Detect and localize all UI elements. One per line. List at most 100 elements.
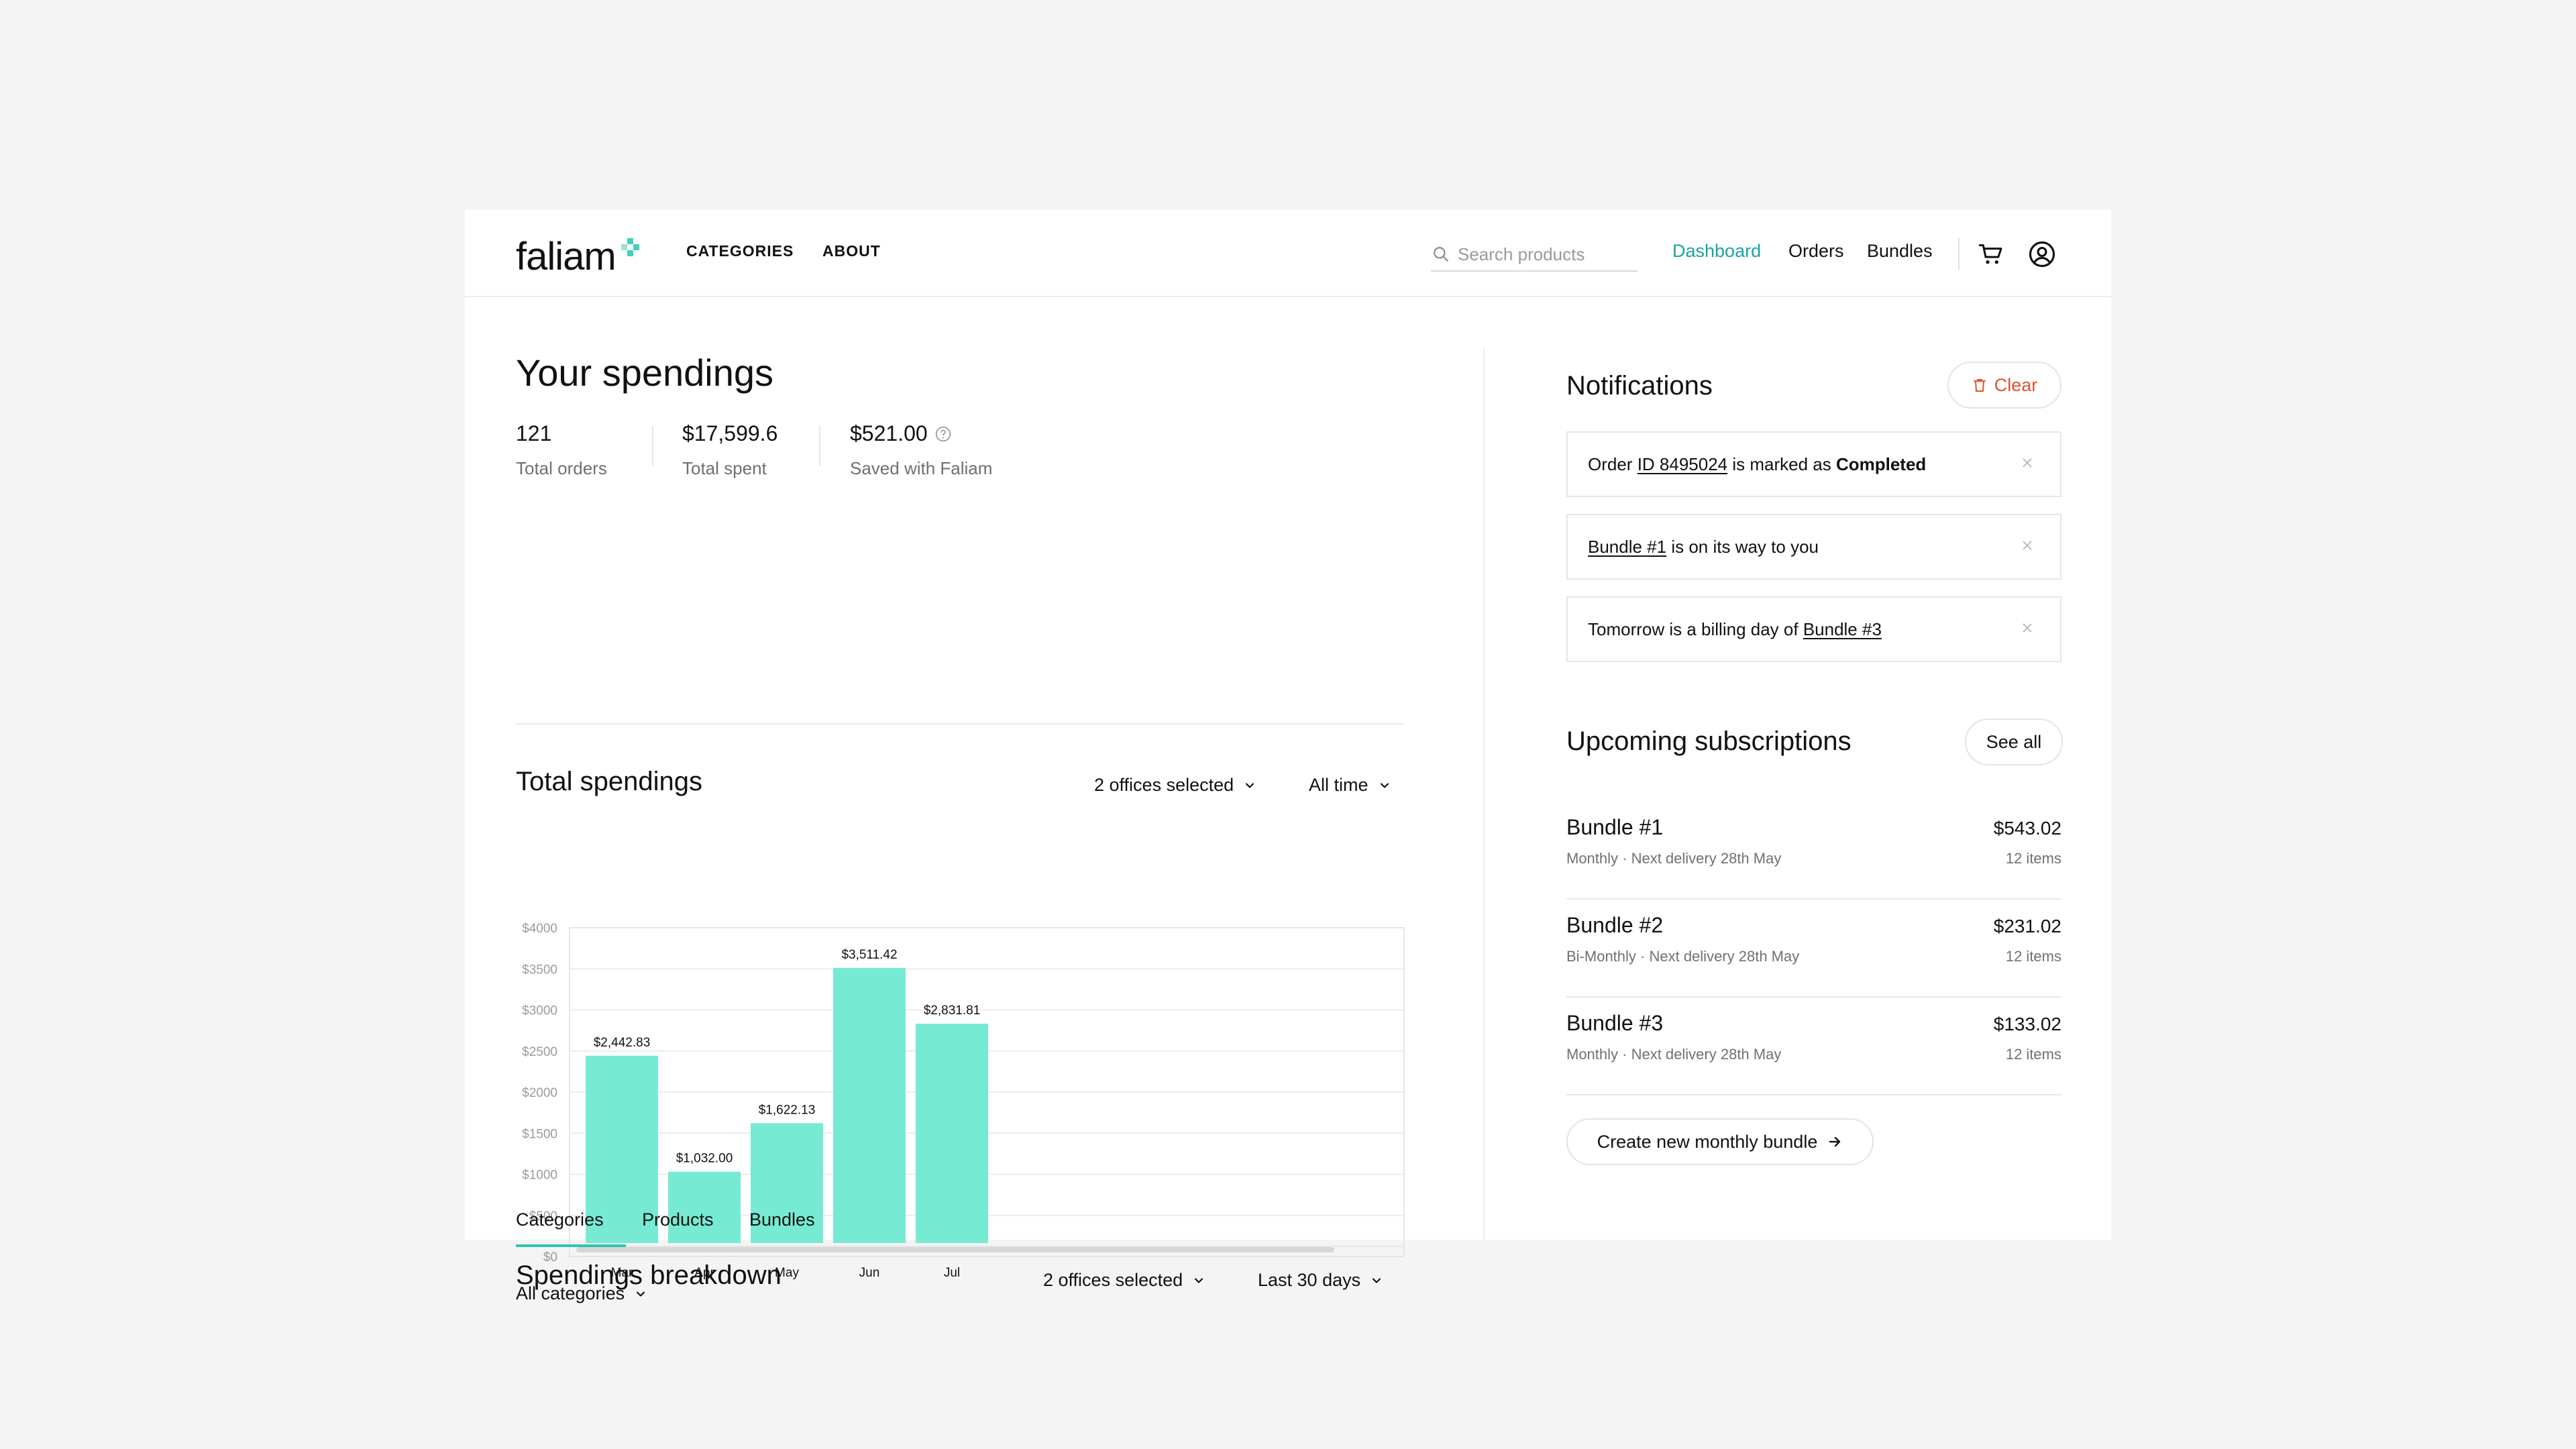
bar[interactable] (916, 1024, 988, 1243)
arrow-right-icon (1829, 1136, 1841, 1147)
bar-value-label: $2,831.81 (924, 1004, 981, 1018)
see-all-button[interactable]: See all (1965, 718, 2063, 765)
stat-saved: $521.00 Saved with Faliam (850, 421, 992, 479)
brand-logo[interactable]: faliam (516, 234, 641, 279)
notification-text: Tomorrow is a billing day of Bundle #3 (1588, 619, 1882, 640)
nav-orders[interactable]: Orders (1788, 241, 1844, 261)
notification-text-mid: is on its way to you (1666, 536, 1819, 557)
office-filter-value: 2 offices selected (1043, 1270, 1183, 1290)
notification-item: Bundle #1 is on its way to you (1566, 514, 2061, 580)
stat-total-orders: 121 Total orders (516, 421, 607, 479)
y-tick-label: $500 (529, 1210, 557, 1224)
y-tick-label: $0 (543, 1250, 557, 1265)
x-tick-label: May (775, 1266, 799, 1280)
bar[interactable] (751, 1123, 823, 1243)
help-icon[interactable] (934, 425, 952, 443)
bar-value-label: $2,442.83 (594, 1036, 651, 1050)
bar-value-label: $1,622.13 (759, 1103, 816, 1117)
subscription-items-count: 12 items (2005, 948, 2061, 965)
notification-text: Order ID 8495024 is marked as Completed (1588, 454, 1926, 475)
active-tab-indicator (516, 1244, 626, 1247)
tab-bundles[interactable]: Bundles (749, 1210, 815, 1230)
see-all-label: See all (1986, 731, 2042, 752)
stat-label: Total spent (682, 458, 767, 478)
search-input[interactable] (1458, 244, 1625, 265)
search-icon (1434, 247, 1448, 262)
clear-label: Clear (1994, 374, 2038, 395)
stat-value: $521.00 (850, 421, 928, 445)
bar[interactable] (586, 1055, 658, 1243)
notification-item: Tomorrow is a billing day of Bundle #3 (1566, 596, 2061, 662)
notification-text-pre: Tomorrow is a billing day of (1588, 619, 1803, 639)
bar[interactable] (833, 967, 906, 1243)
chevron-down-icon (1380, 782, 1389, 788)
trash-icon (1973, 379, 1986, 392)
subscription-name: Bundle #3 (1566, 1011, 1664, 1035)
notification-text: Bundle #1 is on its way to you (1588, 537, 1819, 557)
stat-value: $17,599.6 (682, 421, 778, 445)
stat-label: Saved with Faliam (850, 458, 993, 478)
nav-dashboard[interactable]: Dashboard (1672, 241, 1762, 261)
nav-bundles[interactable]: Bundles (1867, 241, 1933, 261)
close-icon[interactable] (2020, 455, 2035, 470)
subscription-name: Bundle #1 (1566, 815, 1664, 839)
spendings-chart: $0 $500 $1000 $1500 $2000 $2500 $3000 $3500 $400… (516, 820, 1408, 1293)
y-tick-label: $3000 (522, 1004, 557, 1018)
stat-label: Total orders (516, 458, 607, 478)
order-link[interactable]: ID 8495024 (1637, 453, 1728, 474)
category-filter-dropdown[interactable]: All categories (516, 1283, 647, 1304)
create-bundle-button[interactable]: Create new monthly bundle (1566, 1118, 1874, 1165)
office-filter-dropdown[interactable]: 2 offices selected (1094, 775, 1256, 796)
category-filter-value: All categories (516, 1283, 625, 1303)
header-divider (1958, 238, 1960, 270)
bundle-link[interactable]: Bundle #1 (1588, 536, 1667, 557)
breakdown-title: Spendings breakdown (516, 1260, 782, 1290)
stat-divider (652, 426, 653, 466)
top-header: faliam CATEGORIES ABOUT Dashboard Orders… (465, 210, 2111, 297)
chart-scrollbar[interactable] (576, 1247, 1334, 1252)
bar[interactable] (668, 1171, 741, 1243)
subscription-price: $543.02 (1993, 818, 2061, 839)
x-tick-label: Jul (944, 1266, 960, 1280)
bar-chart: $0 $500 $1000 $1500 $2000 $2500 $3000 $3500 $400… (522, 922, 1405, 1280)
subscription-name: Bundle #2 (1566, 913, 1664, 937)
tab-products[interactable]: Products (642, 1210, 714, 1230)
x-tick-label: Mar (611, 1266, 633, 1280)
subscription-items-count: 12 items (2005, 850, 2061, 867)
subscription-price: $133.02 (1993, 1014, 2061, 1034)
create-bundle-label: Create new monthly bundle (1597, 1131, 1818, 1152)
subscription-price: $231.02 (1993, 916, 2061, 936)
nav-categories[interactable]: CATEGORIES (686, 242, 794, 260)
notification-text-mid: is marked as (1727, 453, 1836, 474)
office-filter-value: 2 offices selected (1094, 775, 1234, 795)
notification-status: Completed (1835, 453, 1927, 474)
subscription-item[interactable]: Bundle #3 Monthly · Next delivery 28th M… (1566, 998, 2061, 1095)
time-filter-value: Last 30 days (1258, 1270, 1361, 1290)
breakdown-time-dropdown[interactable]: Last 30 days (1258, 1270, 1383, 1291)
y-tick-label: $3500 (522, 963, 557, 977)
breakdown-office-dropdown[interactable]: 2 offices selected (1043, 1270, 1205, 1291)
close-icon[interactable] (2020, 621, 2035, 635)
search-box[interactable] (1431, 238, 1638, 272)
subscription-meta: Monthly · Next delivery 28th May (1566, 850, 1782, 867)
subscription-item[interactable]: Bundle #1 Monthly · Next delivery 28th M… (1566, 802, 2061, 900)
x-tick-label: Jun (859, 1266, 880, 1280)
stat-value: 121 (516, 421, 552, 445)
cart-icon[interactable] (1977, 241, 2005, 271)
y-tick-label: $1500 (522, 1127, 557, 1141)
nav-about[interactable]: ABOUT (822, 242, 881, 260)
notification-item: Order ID 8495024 is marked as Completed (1566, 431, 2061, 497)
stat-value-row: $521.00 (850, 421, 992, 446)
user-account-icon[interactable] (2028, 240, 2056, 272)
subscription-item[interactable]: Bundle #2 Bi-Monthly · Next delivery 28t… (1566, 900, 2061, 998)
bundle-link[interactable]: Bundle #3 (1803, 619, 1882, 639)
clear-button[interactable]: Clear (1947, 362, 2061, 409)
brand-mark-icon (621, 238, 639, 256)
close-icon[interactable] (2020, 538, 2035, 553)
time-filter-dropdown[interactable]: All time (1309, 775, 1391, 796)
notifications-title: Notifications (1566, 371, 1713, 400)
subscriptions-title: Upcoming subscriptions (1566, 727, 1851, 756)
bar-value-label: $3,511.42 (841, 948, 897, 962)
tab-categories[interactable]: Categories (516, 1210, 604, 1230)
total-spendings-title: Total spendings (516, 767, 702, 796)
